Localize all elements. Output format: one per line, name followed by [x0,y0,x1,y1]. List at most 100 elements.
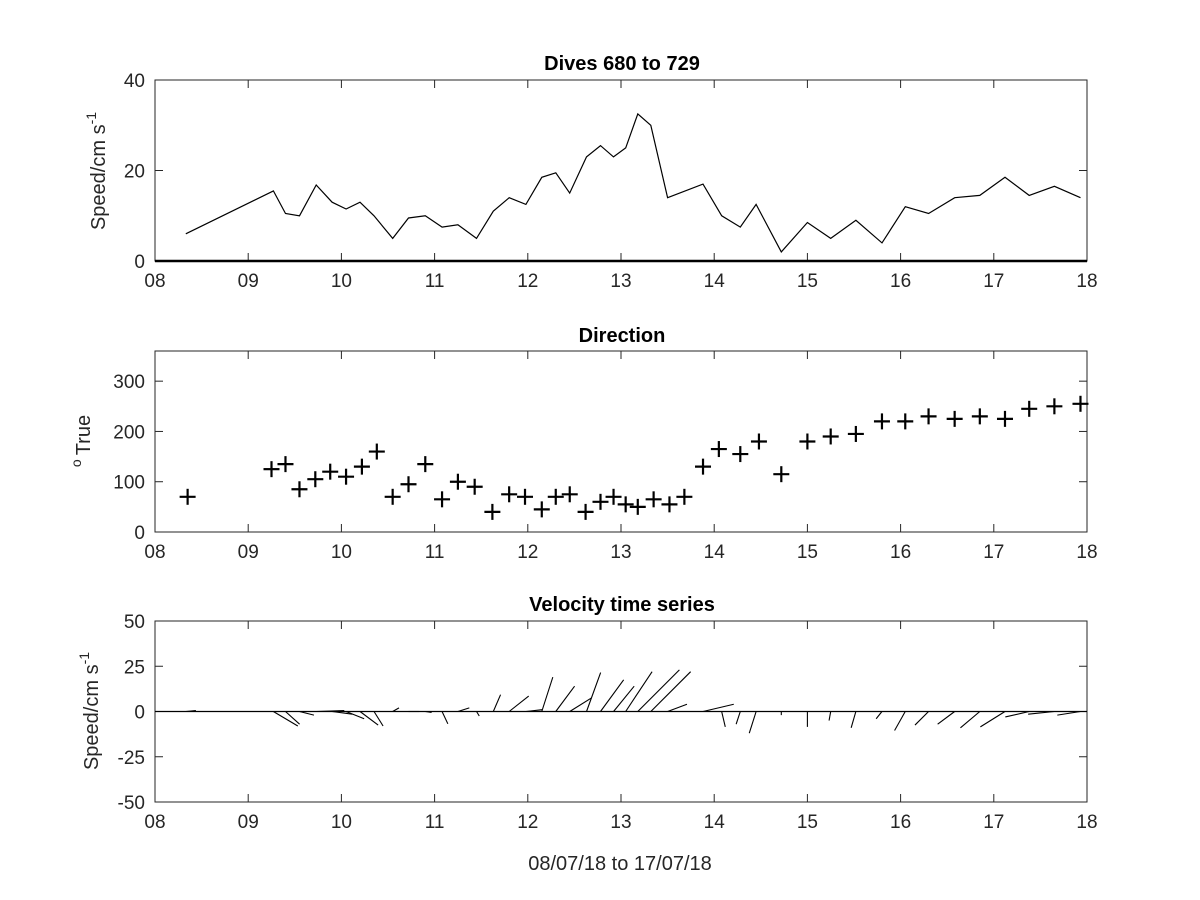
panel-direction-point [645,491,662,508]
panel-velocity-feather [735,711,741,725]
panel-direction-xtick-label: 11 [425,542,445,563]
panel-speed-xtick-label: 18 [1076,271,1097,292]
panel-velocity-feather [850,711,857,728]
panel-velocity-xtick-label: 09 [238,812,259,833]
panel-velocity-feather [441,711,449,725]
panel-velocity-feather [637,669,680,712]
panel-direction-xtick-label: 09 [238,542,259,563]
panel-direction-point [661,496,678,513]
panel-speed-xtick-label: 14 [704,271,726,292]
panel-direction-point [466,478,483,495]
panel-direction-point [533,501,550,518]
panel-speed-ytick-label: 40 [124,71,145,92]
panel-velocity-feather [875,711,883,720]
panel-velocity-feather [425,710,432,713]
panel-velocity-feather [828,711,832,721]
panel-direction-ytick-label: 0 [134,523,145,544]
panel-velocity-xtick-label: 15 [797,812,818,833]
panel-direction-point [434,491,451,508]
panel-direction-ylabel-text: True [73,415,95,455]
panel-velocity-feather [492,694,502,712]
panel-direction-point [822,428,839,445]
panel-speed-ytick-label: 20 [124,162,145,183]
panel-velocity-feather [373,711,384,727]
panel-speed-series-line [185,112,1081,253]
panel-direction-point [605,488,622,505]
panel-direction-point [629,498,646,515]
panel-speed-xtick-label: 10 [331,271,352,292]
panel-direction-point [750,433,767,450]
panel-velocity-xtick-label: 12 [517,812,538,833]
panel-direction-xtick-label: 14 [704,542,726,563]
panel-velocity-xtick-label: 16 [890,812,911,833]
panel-velocity-ylabel: Speed/cm s-1 [76,652,103,770]
panel-direction-ytick-label: 200 [113,422,145,443]
panel-speed-xtick-label: 11 [425,271,445,292]
panel-speed-ylabel-superscript: -1 [83,112,99,125]
panel-velocity-feather [525,709,543,713]
panel-velocity-feather [1028,710,1055,715]
panel-direction-point [384,488,401,505]
panel-velocity: Velocity time series 08 09 10 11 12 13 14 15 16 1… [76,594,1098,875]
panel-direction-point [368,443,385,460]
panel-velocity-ytick-label: 0 [134,703,145,724]
panel-direction-point [971,408,988,425]
panel-direction: Direction 08 09 10 11 12 13 14 15 16 17 18 0 100 200 3… [68,325,1098,563]
panel-velocity-ylabel-superscript: -1 [76,652,92,665]
panel-speed-xtick-label: 17 [983,271,1004,292]
panel-direction-ylabel-prefix: o [68,459,84,467]
panel-velocity-ytick-label: 50 [124,612,145,633]
panel-velocity-xtick-label: 13 [610,812,631,833]
panel-direction-title: Direction [579,325,666,347]
panel-velocity-ytick-label: -50 [118,793,145,814]
panel-velocity-feather [457,707,470,713]
panel-direction-point [484,503,501,520]
panel-velocity-feather [332,710,353,715]
panel-direction-content: 08 09 10 11 12 13 14 15 16 17 18 0 100 200 300 [113,351,1098,563]
panel-speed-xtick-label: 09 [238,271,259,292]
panel-velocity-feather [937,711,955,725]
panel-speed-xtick-label: 08 [144,271,165,292]
panel-velocity-feather [1057,710,1081,716]
panel-speed-ylabel-text: Speed/cm s [88,124,110,230]
panel-speed-ytick-label: 0 [134,252,145,273]
panel-speed-content: 08 09 10 11 12 13 14 15 16 17 18 0 20 40 [124,71,1098,292]
panel-velocity-feather [721,711,726,728]
panel-direction-point [322,463,339,480]
panel-velocity-feather [585,672,602,712]
panel-speed-ylabel: Speed/cm s-1 [83,112,110,230]
panel-direction-point [179,488,196,505]
panel-speed-xtick-label: 13 [610,271,631,292]
panel-direction-point [617,496,634,513]
panel-velocity-feather [285,711,300,725]
panel-velocity-ytick-label: -25 [118,748,145,769]
panel-direction-xtick-label: 15 [797,542,818,563]
panel-direction-point [996,410,1013,427]
panel-direction-point [561,486,578,503]
panel-direction-xtick-label: 10 [331,542,352,563]
panel-velocity-feather [508,695,530,712]
panel-velocity-feather [894,711,906,731]
panel-direction-point [676,488,693,505]
panel-velocity-feather [980,711,1006,728]
panel-direction-point [873,413,890,430]
panel-direction-point [592,493,609,510]
panel-direction-point [732,446,749,463]
panel-speed-xtick-label: 12 [517,271,538,292]
panel-velocity-feather [555,685,576,712]
panel-direction-point [799,433,816,450]
panel-direction-xtick-label: 08 [144,542,165,563]
panel-direction-point [547,488,564,505]
panel-velocity-feather [273,711,299,727]
panel-velocity-feather [600,679,625,712]
panel-velocity-ytick-label: 25 [124,657,145,678]
panel-velocity-feather [914,711,929,726]
panel-direction-point [773,466,790,483]
panel-velocity-ylabel-text: Speed/cm s [81,664,103,770]
panel-velocity-feather [359,711,379,726]
panel-direction-point [307,471,324,488]
panel-direction-point [710,441,727,458]
panel-direction-xtick-label: 18 [1076,542,1097,563]
panel-speed-axes-frame [154,79,1088,262]
